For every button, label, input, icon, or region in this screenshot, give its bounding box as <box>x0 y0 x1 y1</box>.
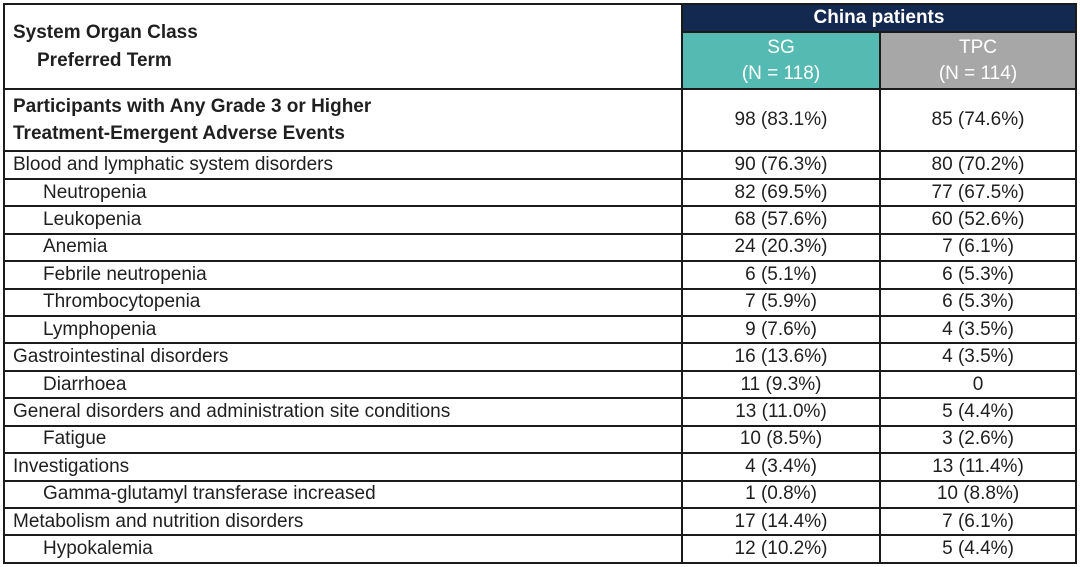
tpc-value: 3 (2.6%) <box>879 424 1077 455</box>
tpc-value: 80 (70.2%) <box>879 150 1077 180</box>
summary-row: Participants with Any Grade 3 or Higher … <box>3 88 1077 153</box>
sg-value: 4 (3.4%) <box>681 452 881 482</box>
soc-header-line2: Preferred Term <box>37 49 172 71</box>
sg-arm-name: SG <box>767 37 795 58</box>
sg-value: 17 (14.4%) <box>681 507 881 537</box>
sg-arm-n: (N = 118) <box>741 62 821 84</box>
sg-value: 10 (8.5%) <box>681 424 881 455</box>
sg-value: 11 (9.3%) <box>681 369 881 400</box>
table-row-preferred-term: Gamma-glutamyl transferase increased 1 (… <box>3 479 1077 510</box>
table-row-preferred-term: Hypokalemia 12 (10.2%) 5 (4.4%) <box>3 534 1077 564</box>
row-label: Blood and lymphatic system disorders <box>3 150 683 180</box>
tpc-value: 5 (4.4%) <box>879 534 1077 564</box>
sg-value: 6 (5.1%) <box>681 260 881 290</box>
header-row-group: System Organ Class Preferred Term China … <box>3 2 1077 91</box>
summary-tpc-value: 85 (74.6%) <box>879 88 1077 153</box>
tpc-value: 10 (8.8%) <box>879 479 1077 510</box>
row-label: Anemia <box>3 232 683 263</box>
table-row-soc: General disorders and administration sit… <box>3 397 1077 427</box>
table-row-preferred-term: Anemia 24 (20.3%) 7 (6.1%) <box>3 232 1077 263</box>
row-label: Leukopenia <box>3 205 683 235</box>
row-label: Febrile neutropenia <box>3 260 683 290</box>
row-label: Investigations <box>3 452 683 482</box>
summary-label-line1: Participants with Any Grade 3 or Higher <box>13 95 372 117</box>
sg-value: 16 (13.6%) <box>681 342 881 372</box>
sg-value: 7 (5.9%) <box>681 287 881 318</box>
tpc-value: 13 (11.4%) <box>879 452 1077 482</box>
table-row-soc: Blood and lymphatic system disorders 90 … <box>3 150 1077 180</box>
tpc-value: 7 (6.1%) <box>879 232 1077 263</box>
table-row-preferred-term: Leukopenia 68 (57.6%) 60 (52.6%) <box>3 205 1077 235</box>
tpc-value: 4 (3.5%) <box>879 314 1077 345</box>
row-label: Gastrointestinal disorders <box>3 342 683 372</box>
row-label: Fatigue <box>3 424 683 455</box>
summary-label-line2: Treatment-Emergent Adverse Events <box>13 123 345 145</box>
table-row-preferred-term: Neutropenia 82 (69.5%) 77 (67.5%) <box>3 177 1077 208</box>
table-row-preferred-term: Diarrhoea 11 (9.3%) 0 <box>3 369 1077 400</box>
column-header-sg: SG (N = 118) <box>681 30 881 91</box>
tpc-arm-n: (N = 114) <box>938 62 1018 84</box>
tpc-value: 6 (5.3%) <box>879 260 1077 290</box>
adverse-events-table: System Organ Class Preferred Term China … <box>3 2 1077 564</box>
row-label: Neutropenia <box>3 177 683 208</box>
tpc-value: 0 <box>879 369 1077 400</box>
tpc-value: 60 (52.6%) <box>879 205 1077 235</box>
table-row-soc: Gastrointestinal disorders 16 (13.6%) 4 … <box>3 342 1077 372</box>
tpc-value: 7 (6.1%) <box>879 507 1077 537</box>
sg-value: 9 (7.6%) <box>681 314 881 345</box>
sg-value: 68 (57.6%) <box>681 205 881 235</box>
column-header-system-organ-class: System Organ Class Preferred Term <box>3 2 683 91</box>
row-label: General disorders and administration sit… <box>3 397 683 427</box>
sg-value: 1 (0.8%) <box>681 479 881 510</box>
column-header-tpc: TPC (N = 114) <box>879 30 1077 91</box>
tpc-value: 4 (3.5%) <box>879 342 1077 372</box>
row-label: Gamma-glutamyl transferase increased <box>3 479 683 510</box>
table-row-preferred-term: Fatigue 10 (8.5%) 3 (2.6%) <box>3 424 1077 455</box>
sg-value: 12 (10.2%) <box>681 534 881 564</box>
summary-row-label: Participants with Any Grade 3 or Higher … <box>3 88 683 153</box>
row-label: Thrombocytopenia <box>3 287 683 318</box>
sg-value: 90 (76.3%) <box>681 150 881 180</box>
sg-value: 13 (11.0%) <box>681 397 881 427</box>
table-row-preferred-term: Lymphopenia 9 (7.6%) 4 (3.5%) <box>3 314 1077 345</box>
row-label: Metabolism and nutrition disorders <box>3 507 683 537</box>
table-row-preferred-term: Febrile neutropenia 6 (5.1%) 6 (5.3%) <box>3 260 1077 290</box>
group-header-china-patients: China patients <box>681 3 1077 33</box>
tpc-value: 77 (67.5%) <box>879 177 1077 208</box>
tpc-value: 5 (4.4%) <box>879 397 1077 427</box>
summary-sg-value: 98 (83.1%) <box>681 88 881 153</box>
row-label: Diarrhoea <box>3 369 683 400</box>
tpc-value: 6 (5.3%) <box>879 287 1077 318</box>
table-row-soc: Investigations 4 (3.4%) 13 (11.4%) <box>3 452 1077 482</box>
table-row-soc: Metabolism and nutrition disorders 17 (1… <box>3 507 1077 537</box>
sg-value: 24 (20.3%) <box>681 232 881 263</box>
soc-header-line1: System Organ Class <box>13 22 198 44</box>
table-row-preferred-term: Thrombocytopenia 7 (5.9%) 6 (5.3%) <box>3 287 1077 318</box>
header-row-arms: SG (N = 118) TPC (N = 114) <box>4 30 1077 91</box>
tpc-arm-name: TPC <box>959 37 997 58</box>
row-label: Hypokalemia <box>3 534 683 564</box>
sg-value: 82 (69.5%) <box>681 177 881 208</box>
row-label: Lymphopenia <box>3 314 683 345</box>
